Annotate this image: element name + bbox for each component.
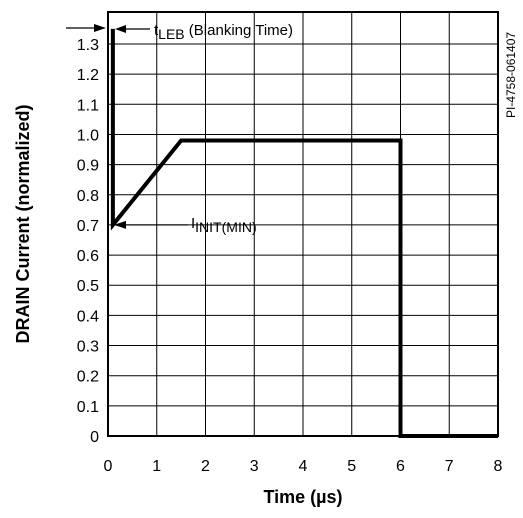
y-tick-label: 0.9: [77, 158, 99, 175]
y-tick-label: 0.3: [77, 339, 99, 356]
x-tick-label: 5: [347, 458, 356, 475]
x-tick-label: 6: [396, 458, 405, 475]
leb-label-rest: (Blanking Time): [185, 22, 293, 39]
y-tick-label: 0.6: [77, 248, 99, 265]
y-tick-label: 1.2: [77, 67, 99, 84]
y-tick-label: 0.7: [77, 218, 99, 235]
x-tick-label: 7: [445, 458, 454, 475]
y-tick-label: 0.4: [77, 308, 99, 325]
plot-frame: [107, 11, 499, 437]
y-tick-labels: 0 0.1 0.2 0.3 0.4 0.5 0.6 0.7 0.8 0.9 1.0 1.1 1.2 1.3: [77, 37, 99, 446]
leb-label: tLEB (Blanking Time): [154, 22, 293, 42]
x-tick-label: 0: [104, 458, 113, 475]
leb-label-sub: LEB: [158, 26, 184, 42]
y-axis-overflow-arrow: [66, 24, 106, 32]
x-tick-label: 4: [299, 458, 308, 475]
init-label-sub: INIT(MIN): [195, 219, 256, 235]
init-label-main: I: [191, 215, 195, 232]
figure-id: PI-4758-061407: [504, 32, 518, 118]
x-tick-labels: 0 1 2 3 4 5 6 7 8: [104, 458, 503, 475]
x-tick-label: 1: [152, 458, 161, 475]
y-tick-label: 0.2: [77, 369, 99, 386]
y-tick-label: 1.1: [77, 97, 99, 114]
y-tick-label: 0.8: [77, 188, 99, 205]
grid: [107, 12, 499, 437]
init-annotation: IINIT(MIN): [114, 215, 257, 235]
x-tick-label: 2: [201, 458, 210, 475]
series-line: [110, 28, 498, 438]
leb-arrow-head: [115, 25, 126, 33]
init-label: IINIT(MIN): [191, 215, 257, 235]
y-tick-label: 0.5: [77, 278, 99, 295]
init-arrow-head: [114, 220, 126, 229]
x-tick-label: 3: [250, 458, 259, 475]
leb-annotation: tLEB (Blanking Time): [115, 22, 293, 42]
top-arrow-head: [94, 24, 106, 32]
series-layer: [110, 28, 498, 438]
y-tick-label: 0: [90, 429, 99, 446]
leb-label-main: t: [154, 22, 159, 39]
x-tick-label: 8: [494, 458, 503, 475]
y-tick-label: 1.3: [77, 37, 99, 54]
x-axis-label: Time (µs): [263, 487, 342, 507]
y-tick-label: 1.0: [77, 127, 99, 144]
y-axis-label: DRAIN Current (normalized): [13, 104, 33, 343]
y-tick-label: 0.1: [77, 399, 99, 416]
